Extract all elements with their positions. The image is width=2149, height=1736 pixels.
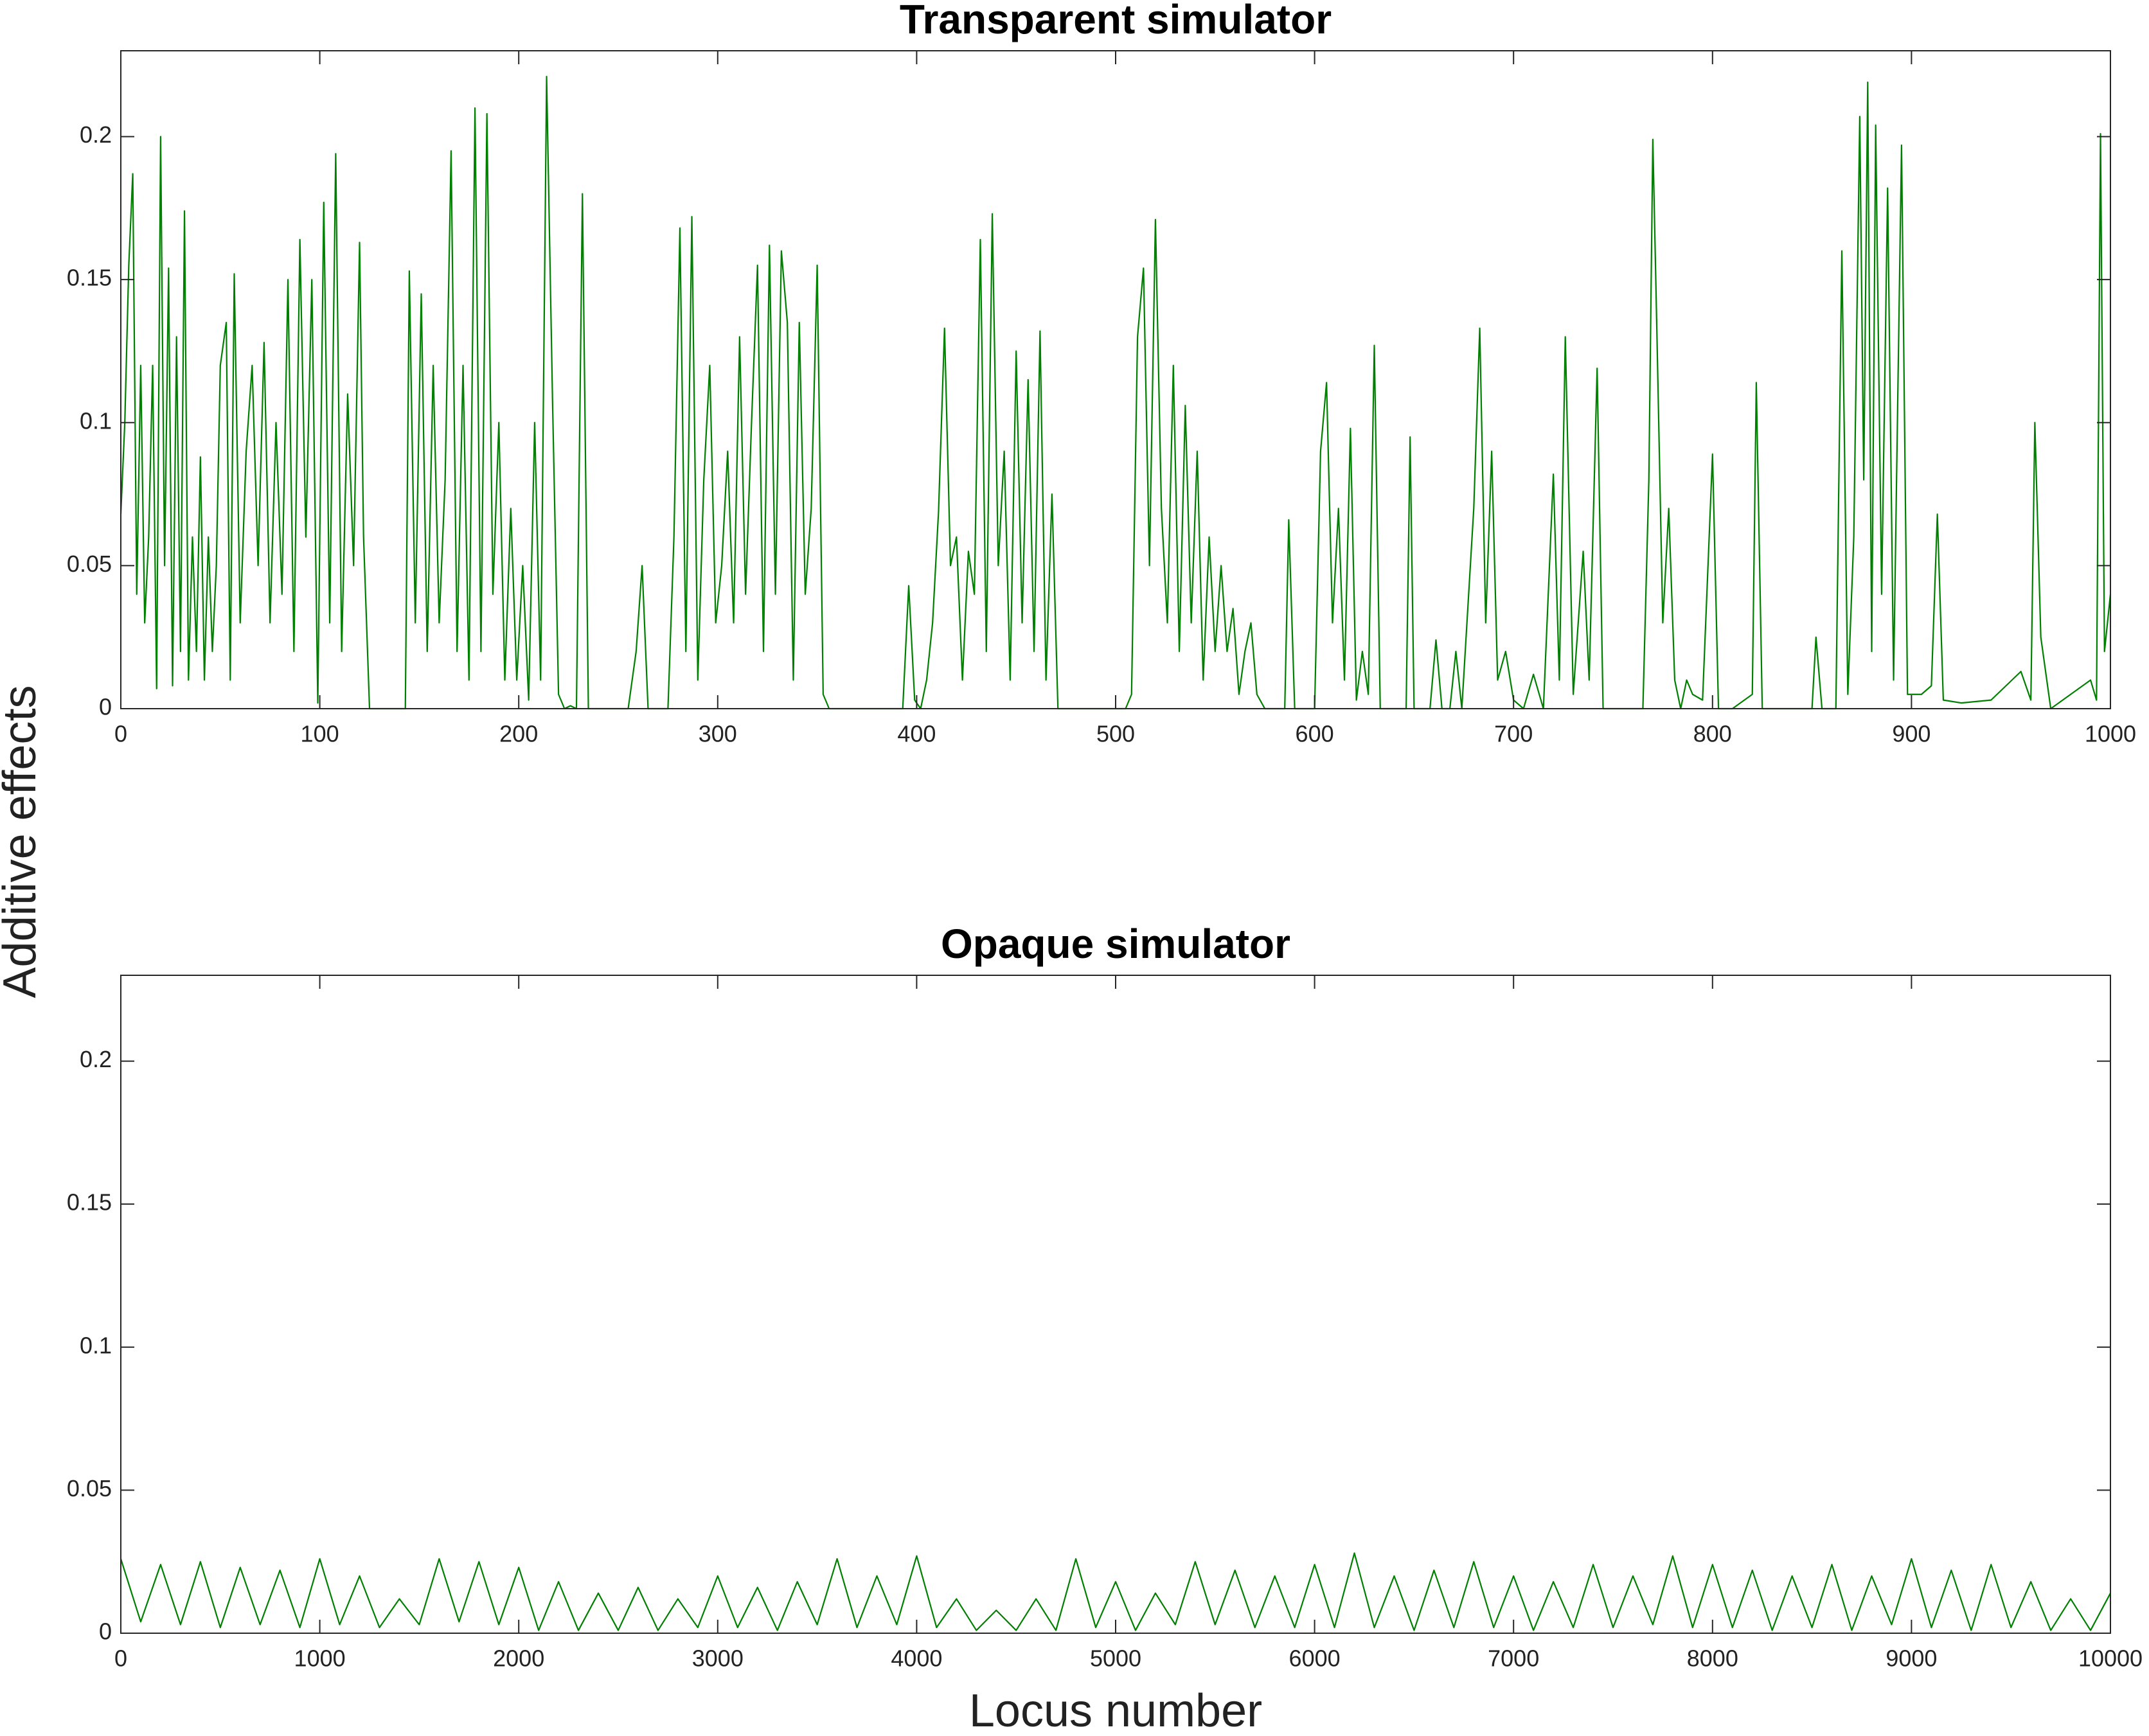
y-tick-label: 0.1	[80, 1332, 112, 1358]
y-tick-label: 0.15	[67, 265, 112, 291]
y-tick-label: 0.05	[67, 551, 112, 577]
x-tick-label: 0	[114, 1645, 127, 1672]
y-tick-label: 0.1	[80, 407, 112, 434]
x-tick-label: 10000	[2078, 1645, 2143, 1672]
x-tick-label: 800	[1693, 721, 1732, 747]
y-tick-label: 0.2	[80, 121, 112, 148]
x-tick-label: 9000	[1886, 1645, 1937, 1672]
x-tick-label: 1000	[2085, 721, 2136, 747]
x-tick-label: 1000	[294, 1645, 346, 1672]
y-axis-label: Additive effects	[0, 686, 46, 998]
x-tick-label: 8000	[1687, 1645, 1738, 1672]
data-line	[120, 75, 2112, 710]
x-tick-label: 6000	[1289, 1645, 1341, 1672]
chart-title: Opaque simulator	[941, 921, 1290, 967]
chart-title: Transparent simulator	[900, 0, 1332, 42]
x-tick-label: 7000	[1488, 1645, 1539, 1672]
y-tick-label: 0	[99, 694, 112, 720]
x-tick-label: 5000	[1090, 1645, 1141, 1672]
x-tick-label: 400	[897, 721, 936, 747]
x-tick-label: 0	[114, 721, 127, 747]
y-tick-label: 0	[99, 1618, 112, 1645]
y-tick-label: 0.05	[67, 1475, 112, 1501]
x-tick-label: 300	[699, 721, 737, 747]
x-axis-label: Locus number	[969, 1685, 1262, 1736]
x-tick-label: 2000	[493, 1645, 544, 1672]
plot-area	[121, 51, 2110, 709]
x-tick-label: 3000	[692, 1645, 744, 1672]
x-tick-label: 900	[1892, 721, 1931, 747]
y-tick-label: 0.15	[67, 1189, 112, 1216]
y-tick-label: 0.2	[80, 1046, 112, 1072]
x-tick-label: 4000	[891, 1645, 942, 1672]
data-line	[120, 1552, 2111, 1631]
plot-area	[121, 975, 2110, 1633]
x-tick-label: 600	[1296, 721, 1334, 747]
x-tick-label: 100	[301, 721, 339, 747]
x-tick-label: 700	[1494, 721, 1533, 747]
x-tick-label: 500	[1096, 721, 1135, 747]
x-tick-label: 200	[499, 721, 538, 747]
